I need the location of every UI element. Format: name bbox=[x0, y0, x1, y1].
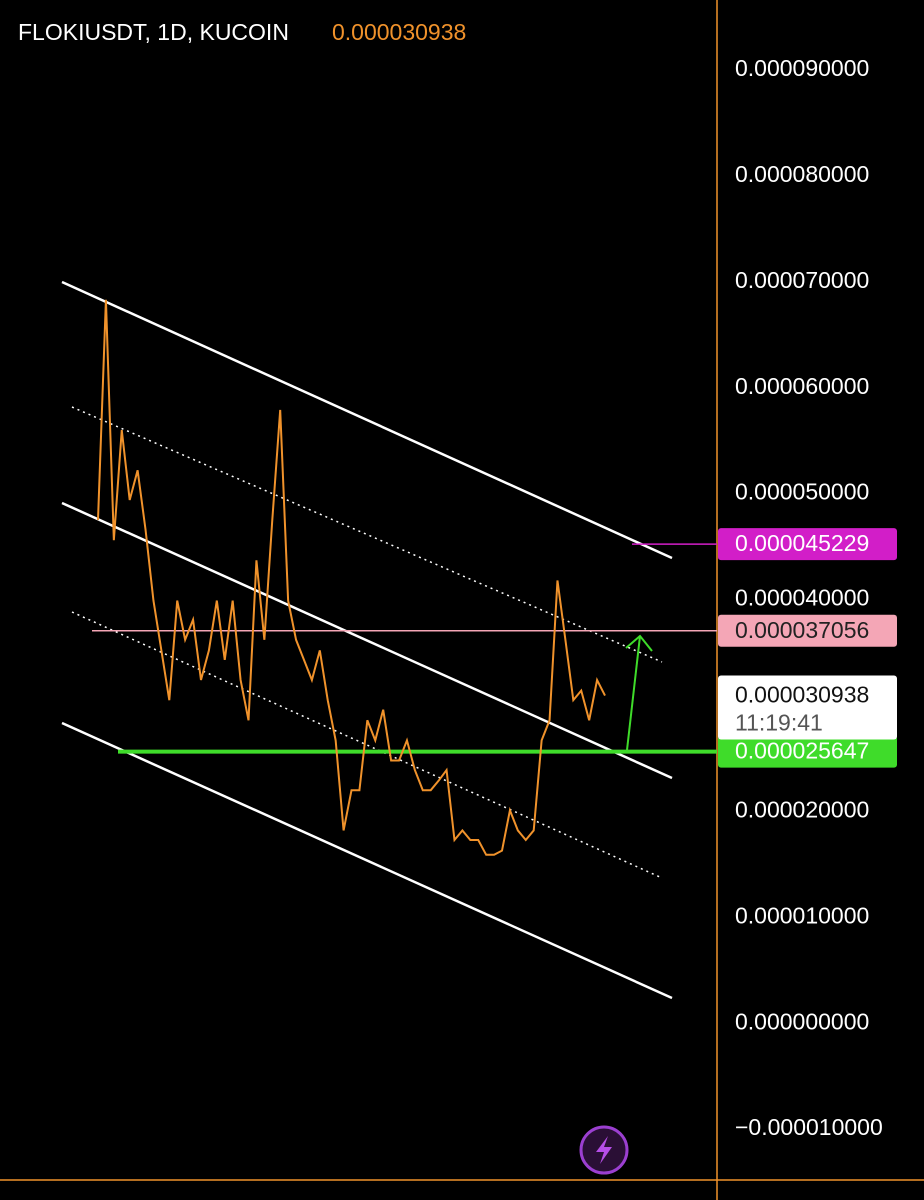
channel-line bbox=[61, 501, 673, 780]
y-tick-label: 0.000020000 bbox=[735, 796, 869, 822]
y-tick-label: 0.000010000 bbox=[735, 902, 869, 928]
y-tick-label: 0.000050000 bbox=[735, 479, 869, 505]
level-label-box bbox=[718, 528, 897, 561]
y-tick-label: 0.000070000 bbox=[735, 267, 869, 293]
y-tick-label: 0.000090000 bbox=[735, 55, 869, 81]
symbol-title: FLOKIUSDT, 1D, KUCOIN bbox=[18, 19, 289, 45]
y-tick-label: 0.000040000 bbox=[735, 585, 869, 611]
y-tick-label: 0.000080000 bbox=[735, 161, 869, 187]
price-line bbox=[97, 299, 606, 856]
level-label-box bbox=[718, 614, 897, 647]
channel-line bbox=[61, 721, 673, 1000]
channel-mid bbox=[71, 406, 663, 663]
level-label: 0.000037056 bbox=[735, 617, 869, 643]
level-label-box bbox=[718, 735, 897, 768]
countdown: 11:19:41 bbox=[735, 710, 823, 736]
arrow-shaft bbox=[626, 635, 641, 751]
channel bbox=[61, 280, 673, 1000]
level-label: 0.000025647 bbox=[735, 738, 869, 764]
y-tick-label: 0.000000000 bbox=[735, 1008, 869, 1034]
arrow-head bbox=[625, 634, 653, 652]
level-label: 0.000045229 bbox=[735, 530, 869, 556]
channel-line bbox=[61, 280, 673, 560]
last-price-box bbox=[718, 675, 897, 740]
y-tick-label: −0.000010000 bbox=[735, 1114, 883, 1140]
y-tick-label: 0.000060000 bbox=[735, 373, 869, 399]
lightning-icon bbox=[596, 1136, 612, 1164]
last-price-label: 0.000030938 bbox=[735, 682, 869, 708]
channel-mid bbox=[71, 611, 663, 879]
header-price: 0.000030938 bbox=[332, 19, 466, 45]
arrow bbox=[625, 634, 653, 751]
